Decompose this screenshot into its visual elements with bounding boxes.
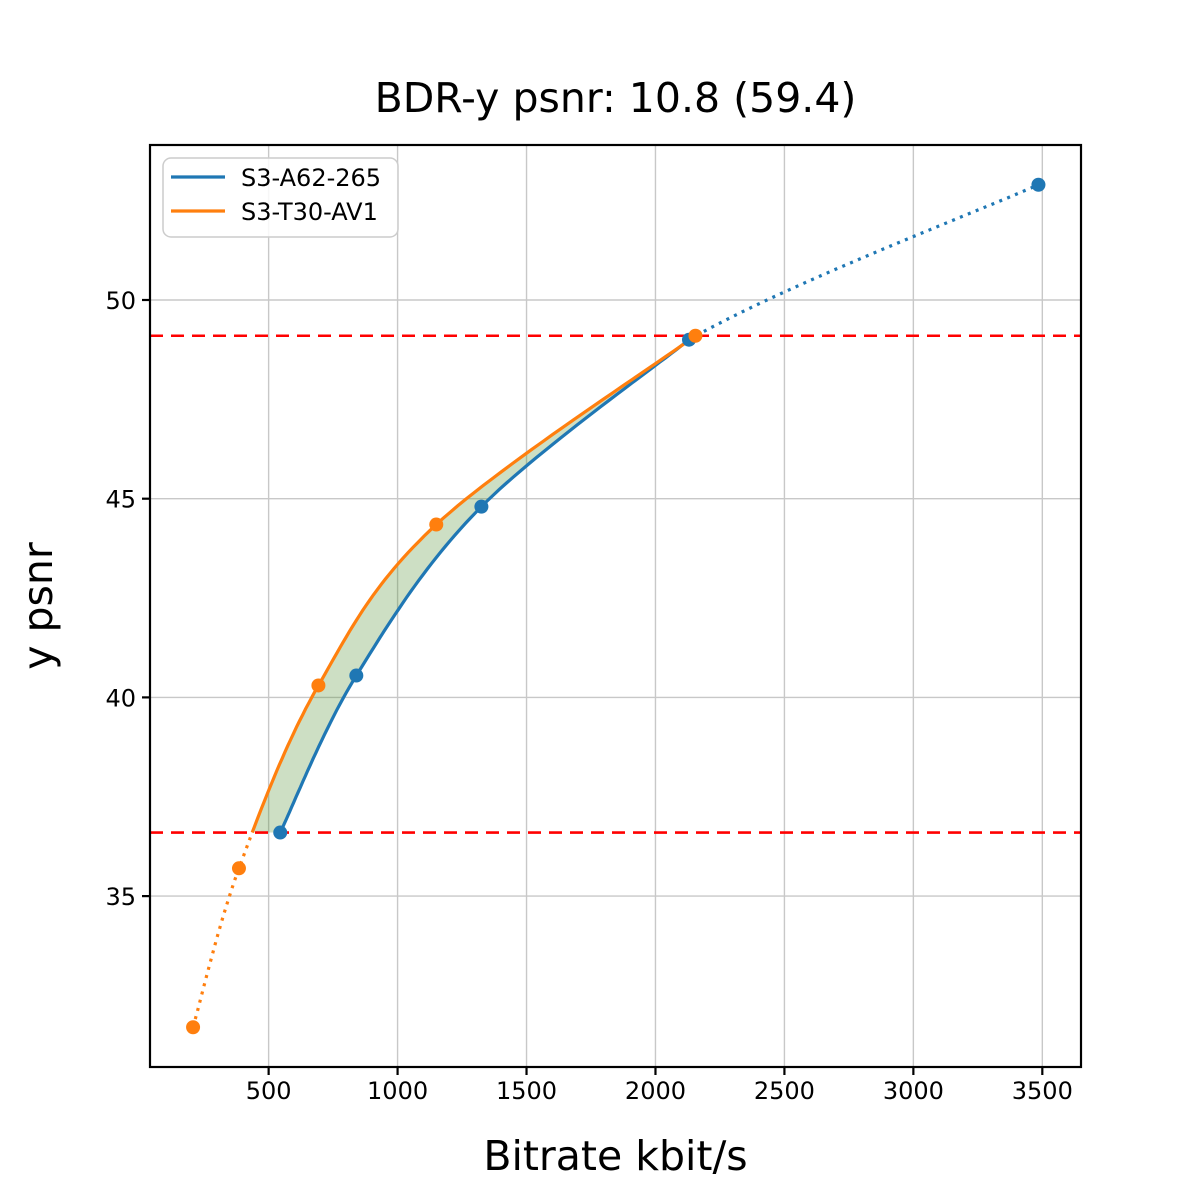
x-tick-label: 500	[246, 1077, 292, 1105]
y-tick-label: 35	[105, 883, 136, 911]
x-tick-label: 3000	[883, 1077, 944, 1105]
series-dotted-extension-s3-a62-265	[688, 183, 1040, 342]
data-point-s3-t30-av1	[311, 678, 326, 693]
data-point-s3-a62-265	[474, 499, 489, 514]
data-point-s3-a62-265	[349, 668, 364, 683]
legend-label: S3-A62-265	[241, 164, 381, 192]
x-tick-label: 1000	[367, 1077, 428, 1105]
plot-border	[148, 143, 1083, 1069]
y-tick-label: 40	[105, 684, 136, 712]
x-tick-label: 2500	[754, 1077, 815, 1105]
y-axis-label: y psnr	[14, 542, 62, 670]
data-point-s3-t30-av1	[186, 1020, 201, 1035]
bd-rate-shaded-region	[252, 335, 696, 833]
x-axis-label: Bitrate kbit/s	[483, 1132, 747, 1180]
data-point-s3-t30-av1	[688, 328, 703, 343]
data-point-s3-t30-av1	[231, 861, 246, 876]
data-point-s3-a62-265	[1031, 177, 1046, 192]
x-tick-label: 2000	[625, 1077, 686, 1105]
y-tick-label: 45	[105, 486, 136, 514]
chart-title: BDR-y psnr: 10.8 (59.4)	[375, 74, 857, 122]
y-tick-label: 50	[105, 287, 136, 315]
legend-label: S3-T30-AV1	[241, 198, 378, 226]
data-point-s3-a62-265	[273, 825, 288, 840]
data-point-s3-t30-av1	[429, 517, 444, 532]
series-line-s3-a62-265	[278, 338, 691, 834]
series-line-s3-t30-av1	[250, 334, 697, 834]
x-tick-label: 1500	[496, 1077, 557, 1105]
x-tick-label: 3500	[1012, 1077, 1073, 1105]
